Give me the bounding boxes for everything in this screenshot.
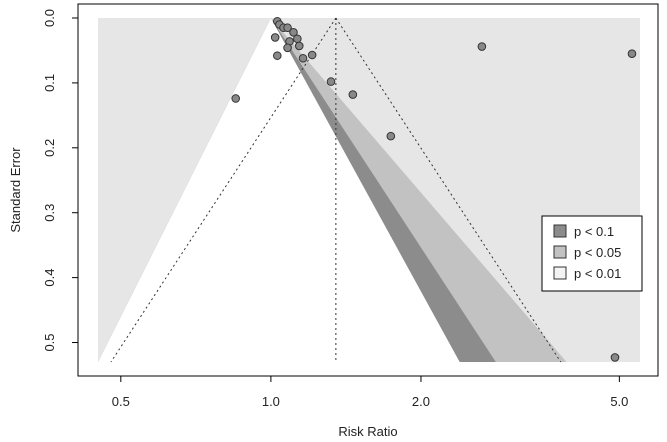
legend-swatch-p001: [553, 266, 567, 280]
y-tick-label: 0.0: [42, 9, 57, 27]
data-point: [283, 43, 292, 53]
pooled-ci-right: [335, 17, 562, 363]
legend-label-p01: p < 0.1: [574, 224, 614, 239]
data-point: [231, 94, 241, 103]
y-tick-label: 0.3: [42, 204, 57, 222]
legend-swatch-p01: [553, 224, 567, 238]
x-tick-label: 1.0: [262, 394, 280, 409]
data-point: [293, 34, 302, 44]
legend: p < 0.1 p < 0.05 p < 0.01: [541, 215, 643, 292]
data-point: [610, 353, 620, 362]
legend-swatch-p005: [553, 245, 567, 259]
data-point: [298, 53, 308, 63]
data-point: [272, 51, 282, 60]
data-point: [283, 23, 292, 33]
x-tick-label: 2.0: [412, 394, 430, 409]
data-point: [294, 41, 304, 51]
data-point: [386, 131, 396, 141]
x-axis: 0.5 1.0 2.0 5.0: [112, 375, 628, 409]
x-tick-label: 5.0: [610, 394, 628, 409]
pooled-ci-left: [110, 17, 337, 363]
y-tick-label: 0.1: [42, 74, 57, 92]
data-point: [326, 77, 336, 86]
legend-label-p005: p < 0.05: [574, 245, 621, 260]
data-point: [289, 27, 298, 37]
inner-region: [98, 18, 460, 362]
x-axis-label: Risk Ratio: [338, 424, 397, 439]
y-tick-label: 0.5: [42, 333, 57, 351]
y-axis: 0.0 0.1 0.2 0.3 0.4 0.5: [42, 9, 79, 352]
data-points: [231, 16, 637, 362]
legend-label-p001: p < 0.01: [574, 266, 621, 281]
y-tick-label: 0.4: [42, 269, 57, 287]
x-tick-label: 0.5: [112, 394, 130, 409]
data-point: [477, 42, 487, 51]
y-tick-label: 0.2: [42, 139, 57, 157]
y-axis-label: Standard Error: [8, 147, 23, 233]
data-point: [307, 50, 317, 60]
data-point: [348, 90, 358, 99]
data-point: [627, 49, 637, 58]
data-point: [270, 33, 280, 42]
